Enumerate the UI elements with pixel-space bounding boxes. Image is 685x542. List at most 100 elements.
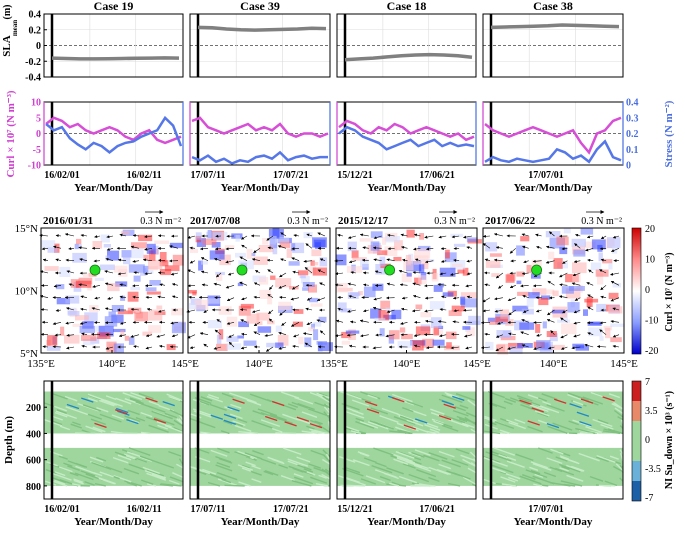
x-tick-label: 17/07/21 xyxy=(273,504,309,515)
shear-streak xyxy=(112,456,129,464)
shear-streak xyxy=(323,406,331,414)
wind-arrow xyxy=(426,346,434,350)
shear-streak-strong xyxy=(296,416,310,422)
shear-streak xyxy=(314,401,329,408)
depth-tick-label: 200 xyxy=(26,403,41,414)
shear-streak xyxy=(288,465,307,474)
curl-patch xyxy=(172,321,182,327)
wind-arrow xyxy=(81,332,88,336)
map-date: 2017/06/22 xyxy=(485,215,536,227)
wind-arrow xyxy=(484,258,491,262)
wind-arrow xyxy=(199,332,209,336)
curl-patch xyxy=(159,260,169,267)
wind-arrow xyxy=(562,309,568,314)
curl-patch xyxy=(597,273,604,285)
wind-arrow xyxy=(278,346,287,350)
curl-patch xyxy=(44,266,59,271)
reference-vector-label: 0.3 N m⁻² xyxy=(434,216,475,227)
curl-patch xyxy=(154,240,170,244)
curl-patch xyxy=(106,341,117,352)
wind-arrow xyxy=(402,258,408,262)
wind-arrow xyxy=(337,233,344,237)
shear-streak xyxy=(232,420,246,427)
curl-patch xyxy=(98,325,114,337)
wind-arrow xyxy=(562,260,568,264)
shear-streak xyxy=(391,453,413,462)
curl-patch xyxy=(413,255,429,265)
curl-patch xyxy=(259,277,269,285)
wind-arrow xyxy=(346,333,356,337)
curl-patch xyxy=(226,316,238,327)
curl-patch xyxy=(148,260,163,270)
wind-arrow xyxy=(79,258,88,261)
curl-patch xyxy=(552,309,566,314)
curl-patch xyxy=(251,253,256,257)
wind-arrow xyxy=(132,259,140,263)
shear-streak xyxy=(325,453,331,461)
curl-patch xyxy=(460,298,477,308)
curl-patch xyxy=(394,240,403,251)
shear-streak xyxy=(98,399,115,407)
curl-patch xyxy=(379,328,385,337)
x-tick-label: 16/02/11 xyxy=(127,170,162,181)
wind-arrow xyxy=(104,321,114,325)
shear-streak xyxy=(84,481,95,486)
shear-streak xyxy=(280,475,295,482)
wind-arrow xyxy=(536,333,542,337)
wind-arrow xyxy=(509,248,516,254)
curl-patch xyxy=(485,242,498,252)
lon-tick-label: 140°E xyxy=(98,358,126,370)
shear-streak xyxy=(492,464,514,474)
shear-streak xyxy=(506,460,525,468)
shear-streak xyxy=(533,483,543,487)
shear-streak xyxy=(206,395,223,403)
curl-patch xyxy=(544,289,555,295)
curl-patch xyxy=(489,253,502,257)
curl-patch xyxy=(377,250,388,256)
shear-streak xyxy=(313,467,326,473)
curl-patch xyxy=(528,292,540,299)
shear-streak xyxy=(217,447,230,454)
wind-arrow xyxy=(240,346,248,350)
wind-arrow xyxy=(144,247,153,251)
wind-arrow xyxy=(240,308,248,312)
curl-patch xyxy=(189,248,199,253)
wind-arrow xyxy=(228,334,235,338)
lon-tick-label: 145°E xyxy=(463,358,491,370)
shear-streak xyxy=(411,451,425,458)
shear-streak xyxy=(578,452,600,462)
shear-streak xyxy=(428,466,449,475)
shear-streak xyxy=(560,456,580,465)
curl-patch xyxy=(113,265,128,273)
shear-streak xyxy=(582,396,604,405)
wind-arrow xyxy=(610,297,620,302)
shear-streak xyxy=(383,472,399,480)
wind-arrow xyxy=(412,282,421,286)
curl-patch xyxy=(509,345,523,354)
shear-streak xyxy=(499,417,512,424)
shear-streak xyxy=(489,402,507,410)
shear-streak xyxy=(117,454,132,461)
shear-streak xyxy=(190,413,202,419)
y-tick-label-left: 10 xyxy=(31,98,41,109)
shear-streak xyxy=(444,391,460,399)
wind-arrow xyxy=(385,334,395,338)
curl-patch xyxy=(485,260,501,268)
wind-arrow xyxy=(280,258,287,262)
curl-patch xyxy=(118,269,128,277)
curl-patch xyxy=(153,245,159,254)
wind-arrow xyxy=(550,330,555,335)
shear-streak xyxy=(460,454,476,462)
wind-arrow xyxy=(293,334,300,338)
wind-arrow xyxy=(170,321,179,325)
shear-streak xyxy=(229,413,243,420)
curl-patch xyxy=(216,343,228,351)
shear-streak xyxy=(597,419,609,425)
curl-patch xyxy=(572,274,581,283)
shear-streak xyxy=(360,391,381,400)
colorbar-tick-label: 0 xyxy=(645,285,650,296)
colorbar-tick-label: -3.5 xyxy=(645,464,661,475)
shear-streak xyxy=(168,450,182,457)
stress-series-line xyxy=(338,125,475,151)
shear-streak xyxy=(566,464,583,472)
